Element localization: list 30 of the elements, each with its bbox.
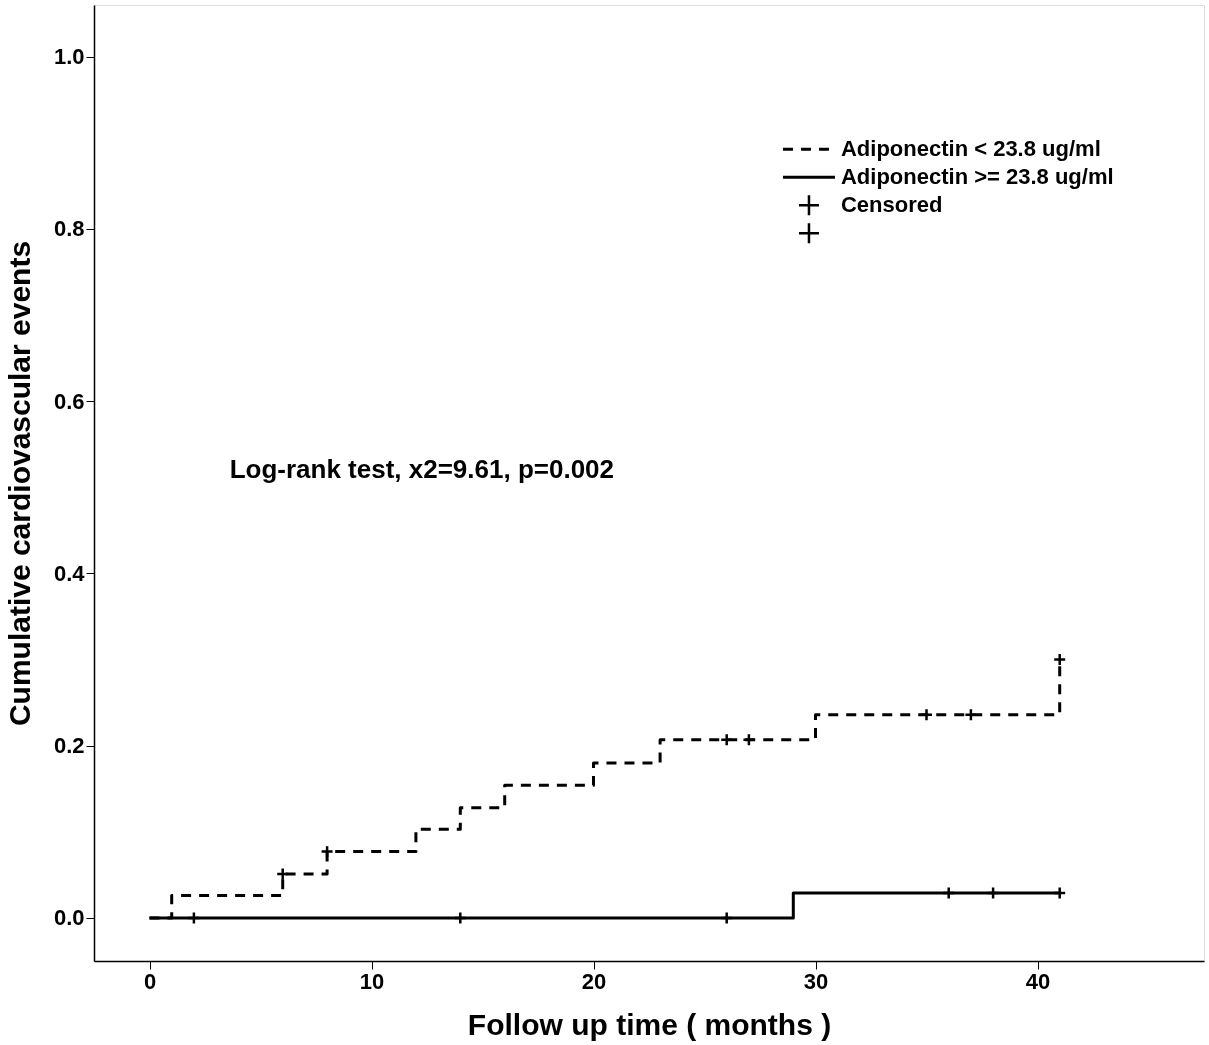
y-tick-label: 0.8 [53, 216, 85, 242]
x-tick-label: 10 [359, 968, 385, 994]
point [320, 844, 334, 859]
y-tick-label: 0.4 [53, 560, 86, 586]
y-tick-label: 0.6 [53, 388, 85, 414]
point [719, 911, 734, 925]
legend-label: Adiponectin < 23.8 ug/ml [840, 136, 1101, 162]
point [275, 867, 290, 881]
y-tick-label: 0.2 [53, 733, 85, 759]
x-tick-label: 40 [1025, 968, 1051, 994]
point [742, 732, 756, 747]
point [1052, 886, 1067, 900]
point [453, 911, 468, 925]
legend-label: Censored [840, 192, 943, 218]
x-tick-label: 30 [803, 968, 829, 994]
point [187, 911, 201, 925]
point [1052, 652, 1067, 667]
point [941, 886, 956, 900]
x-axis-title: Follow up time ( months ) [467, 1007, 832, 1041]
y-axis-title: Cumulative cardiovascular events [2, 240, 36, 727]
y-tick-label: 0.0 [53, 905, 85, 931]
point [986, 886, 1000, 900]
x-tick-label: 20 [581, 968, 607, 994]
legend-label: Adiponectin >= 23.8 ug/ml [840, 164, 1114, 190]
point [719, 732, 734, 747]
x-tick-label: 0 [143, 968, 157, 994]
annotation: Log-rank test, x2=9.61, p=0.002 [229, 454, 615, 484]
point [919, 707, 934, 722]
y-tick-label: 1.0 [53, 44, 85, 70]
point [964, 707, 978, 722]
